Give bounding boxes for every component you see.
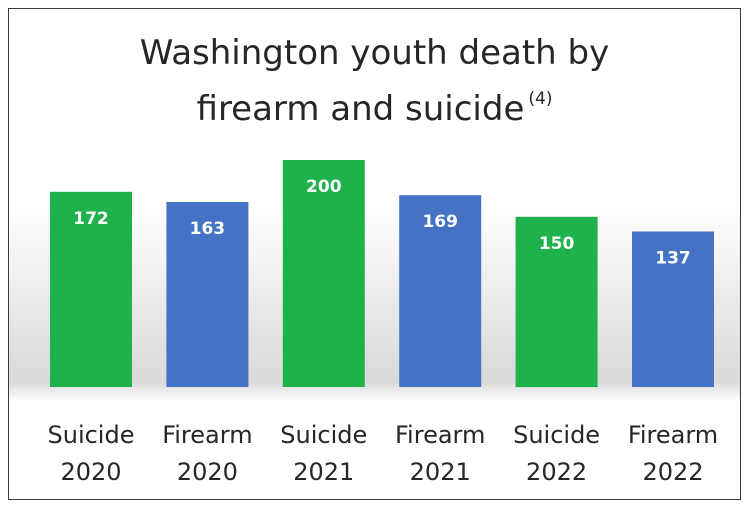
category-label-suicide-2022-line-1: Suicide [513,421,600,449]
bar-suicide-2020 [50,191,132,387]
category-label-firearm-2020-line-1: Firearm [162,421,252,449]
data-label-firearm-2022: 137 [655,249,691,269]
category-label-suicide-2021-line-1: Suicide [280,421,367,449]
category-label-firearm-2022-line-2: 2022 [642,458,703,486]
data-label-suicide-2022: 150 [539,234,575,254]
chart-title-line-2-text: firearm and suicide [196,89,525,129]
bar-firearm-2022 [632,231,714,387]
bar-suicide-2021 [282,160,365,387]
category-label-firearm-2020-line-2: 2020 [177,458,238,486]
bar-suicide-2022 [515,216,598,388]
category-label-suicide-2020-line-1: Suicide [48,421,135,449]
bar-firearm-2020 [166,202,249,387]
data-label-suicide-2021: 200 [306,177,342,197]
data-label-firearm-2020: 163 [190,219,226,239]
chart-title-line-1: Washington youth death by [139,33,610,73]
category-label-firearm-2021-line-1: Firearm [395,421,485,449]
bar-firearm-2021 [399,195,482,387]
chart-title-footnote: (4) [528,89,553,109]
category-label-suicide-2021-line-2: 2021 [293,458,354,486]
data-label-suicide-2020: 172 [73,209,109,229]
category-label-suicide-2020-line-2: 2020 [60,458,121,486]
category-label-firearm-2021-line-2: 2021 [410,458,471,486]
chart-title: Washington youth death by firearm and su… [0,30,749,132]
category-label-suicide-2022-line-2: 2022 [526,458,587,486]
category-label-firearm-2022-line-1: Firearm [628,421,718,449]
data-label-firearm-2021: 169 [422,212,458,232]
chart-title-line-2: firearm and suicide (4) [0,76,749,132]
